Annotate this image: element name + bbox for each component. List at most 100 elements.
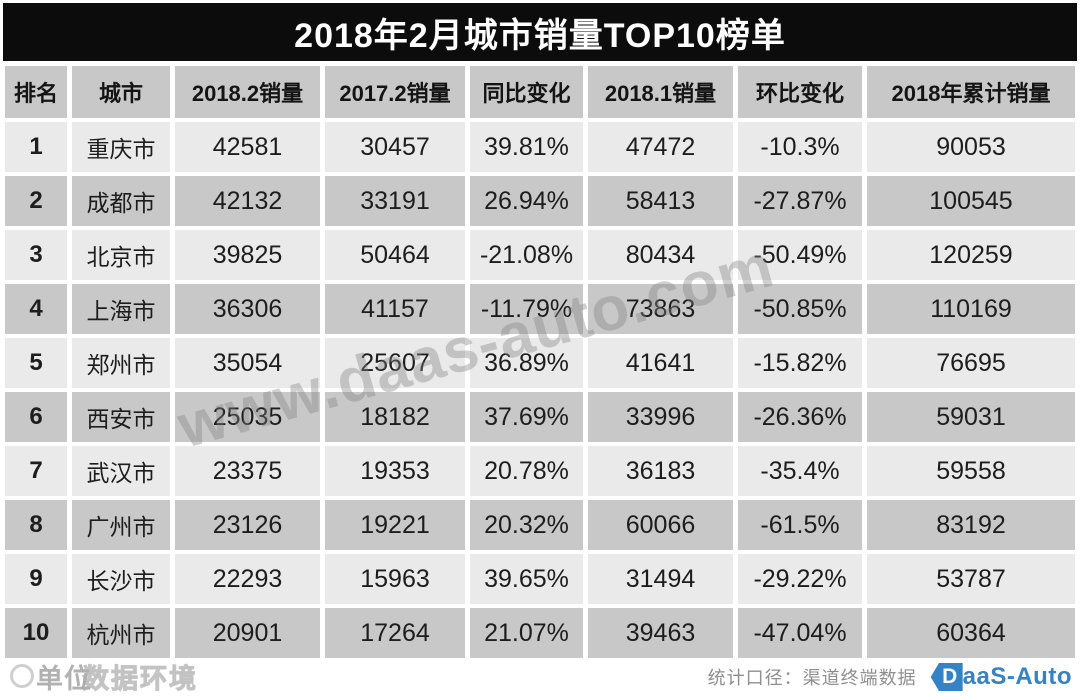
statistics-caliber-text: 统计口径：渠道终端数据 (707, 668, 917, 688)
cell-sales-2018-1: 33996 (588, 392, 733, 442)
cell-cumulative: 59558 (867, 446, 1075, 496)
cell-sales-2018-1: 36183 (588, 446, 733, 496)
cell-yoy-change: 36.89% (470, 338, 583, 388)
cell-sales-2018-1: 41641 (588, 338, 733, 388)
cell-cumulative: 100545 (867, 176, 1075, 226)
cell-yoy-change: 20.32% (470, 500, 583, 550)
cell-mom-change: -50.85% (738, 284, 862, 334)
table-row: 6 西安市 25035 18182 37.69% 33996 -26.36% 5… (5, 392, 1075, 442)
watermark-logo-icon (10, 664, 34, 688)
cell-sales-2017-2: 30457 (325, 122, 465, 172)
header-cell-rank: 排名 (5, 66, 67, 118)
logo-text: aaS-Auto (962, 663, 1072, 690)
table-row: 5 郑州市 35054 25607 36.89% 41641 -15.82% 7… (5, 338, 1075, 388)
unit-overlay-watermark: 数据环境 (82, 663, 198, 694)
cell-yoy-change: 39.65% (470, 554, 583, 604)
table-body: 1 重庆市 42581 30457 39.81% 47472 -10.3% 90… (5, 122, 1075, 658)
cell-cumulative: 76695 (867, 338, 1075, 388)
table-row: 1 重庆市 42581 30457 39.81% 47472 -10.3% 90… (5, 122, 1075, 172)
page-title: 2018年2月城市销量TOP10榜单 (294, 16, 786, 55)
cell-yoy-change: 26.94% (470, 176, 583, 226)
cell-sales-2018-2: 23375 (175, 446, 320, 496)
cell-sales-2018-1: 39463 (588, 608, 733, 658)
cell-sales-2018-1: 47472 (588, 122, 733, 172)
cell-sales-2017-2: 33191 (325, 176, 465, 226)
cell-rank: 5 (5, 338, 67, 388)
cell-city: 武汉市 (72, 446, 170, 496)
cell-yoy-change: 39.81% (470, 122, 583, 172)
cell-rank: 9 (5, 554, 67, 604)
cell-sales-2018-2: 42132 (175, 176, 320, 226)
cell-sales-2017-2: 15963 (325, 554, 465, 604)
cell-rank: 10 (5, 608, 67, 658)
cell-rank: 8 (5, 500, 67, 550)
unit-label: 单位 (36, 663, 92, 694)
cell-city: 北京市 (72, 230, 170, 280)
cell-sales-2017-2: 19353 (325, 446, 465, 496)
title-bar: 2018年2月城市销量TOP10榜单 (3, 3, 1077, 61)
cell-cumulative: 83192 (867, 500, 1075, 550)
cell-city: 重庆市 (72, 122, 170, 172)
cell-cumulative: 110169 (867, 284, 1075, 334)
cell-cumulative: 120259 (867, 230, 1075, 280)
cell-sales-2018-1: 80434 (588, 230, 733, 280)
cell-sales-2018-1: 31494 (588, 554, 733, 604)
cell-mom-change: -29.22% (738, 554, 862, 604)
cell-sales-2018-2: 39825 (175, 230, 320, 280)
cell-sales-2017-2: 50464 (325, 230, 465, 280)
cell-yoy-change: 20.78% (470, 446, 583, 496)
cell-yoy-change: -21.08% (470, 230, 583, 280)
daas-auto-logo: D aaS-Auto (930, 663, 1072, 691)
cell-sales-2017-2: 25607 (325, 338, 465, 388)
cell-cumulative: 59031 (867, 392, 1075, 442)
cell-city: 成都市 (72, 176, 170, 226)
cell-rank: 2 (5, 176, 67, 226)
cell-city: 杭州市 (72, 608, 170, 658)
daas-logo-badge-icon: D (930, 663, 963, 691)
header-cell-sales-2018-1: 2018.1销量 (588, 66, 733, 118)
table-row: 3 北京市 39825 50464 -21.08% 80434 -50.49% … (5, 230, 1075, 280)
header-row: 排名 城市 2018.2销量 2017.2销量 同比变化 2018.1销量 环比… (5, 66, 1075, 118)
cell-sales-2018-2: 23126 (175, 500, 320, 550)
cell-sales-2017-2: 19221 (325, 500, 465, 550)
cell-rank: 7 (5, 446, 67, 496)
cell-sales-2017-2: 41157 (325, 284, 465, 334)
cell-yoy-change: -11.79% (470, 284, 583, 334)
cell-sales-2018-2: 22293 (175, 554, 320, 604)
table-header: 排名 城市 2018.2销量 2017.2销量 同比变化 2018.1销量 环比… (5, 66, 1075, 118)
cell-sales-2018-1: 60066 (588, 500, 733, 550)
cell-sales-2018-2: 36306 (175, 284, 320, 334)
cell-city: 西安市 (72, 392, 170, 442)
cell-cumulative: 90053 (867, 122, 1075, 172)
cell-rank: 1 (5, 122, 67, 172)
cell-mom-change: -27.87% (738, 176, 862, 226)
cell-cumulative: 53787 (867, 554, 1075, 604)
cell-mom-change: -47.04% (738, 608, 862, 658)
table-row: 8 广州市 23126 19221 20.32% 60066 -61.5% 83… (5, 500, 1075, 550)
cell-sales-2018-2: 25035 (175, 392, 320, 442)
sales-table: 排名 城市 2018.2销量 2017.2销量 同比变化 2018.1销量 环比… (0, 62, 1080, 662)
header-cell-yoy-change: 同比变化 (470, 66, 583, 118)
cell-yoy-change: 21.07% (470, 608, 583, 658)
cell-mom-change: -15.82% (738, 338, 862, 388)
cell-rank: 4 (5, 284, 67, 334)
header-cell-mom-change: 环比变化 (738, 66, 862, 118)
cell-sales-2018-2: 35054 (175, 338, 320, 388)
cell-mom-change: -10.3% (738, 122, 862, 172)
header-cell-cumulative: 2018年累计销量 (867, 66, 1075, 118)
cell-city: 上海市 (72, 284, 170, 334)
cell-sales-2017-2: 17264 (325, 608, 465, 658)
cell-mom-change: -61.5% (738, 500, 862, 550)
cell-cumulative: 60364 (867, 608, 1075, 658)
cell-rank: 6 (5, 392, 67, 442)
table-row: 4 上海市 36306 41157 -11.79% 73863 -50.85% … (5, 284, 1075, 334)
cell-sales-2018-2: 20901 (175, 608, 320, 658)
table-row: 10 杭州市 20901 17264 21.07% 39463 -47.04% … (5, 608, 1075, 658)
cell-yoy-change: 37.69% (470, 392, 583, 442)
cell-city: 郑州市 (72, 338, 170, 388)
table-row: 9 长沙市 22293 15963 39.65% 31494 -29.22% 5… (5, 554, 1075, 604)
cell-mom-change: -50.49% (738, 230, 862, 280)
cell-sales-2018-1: 73863 (588, 284, 733, 334)
unit-watermark: 单位 数据环境 (10, 659, 198, 694)
